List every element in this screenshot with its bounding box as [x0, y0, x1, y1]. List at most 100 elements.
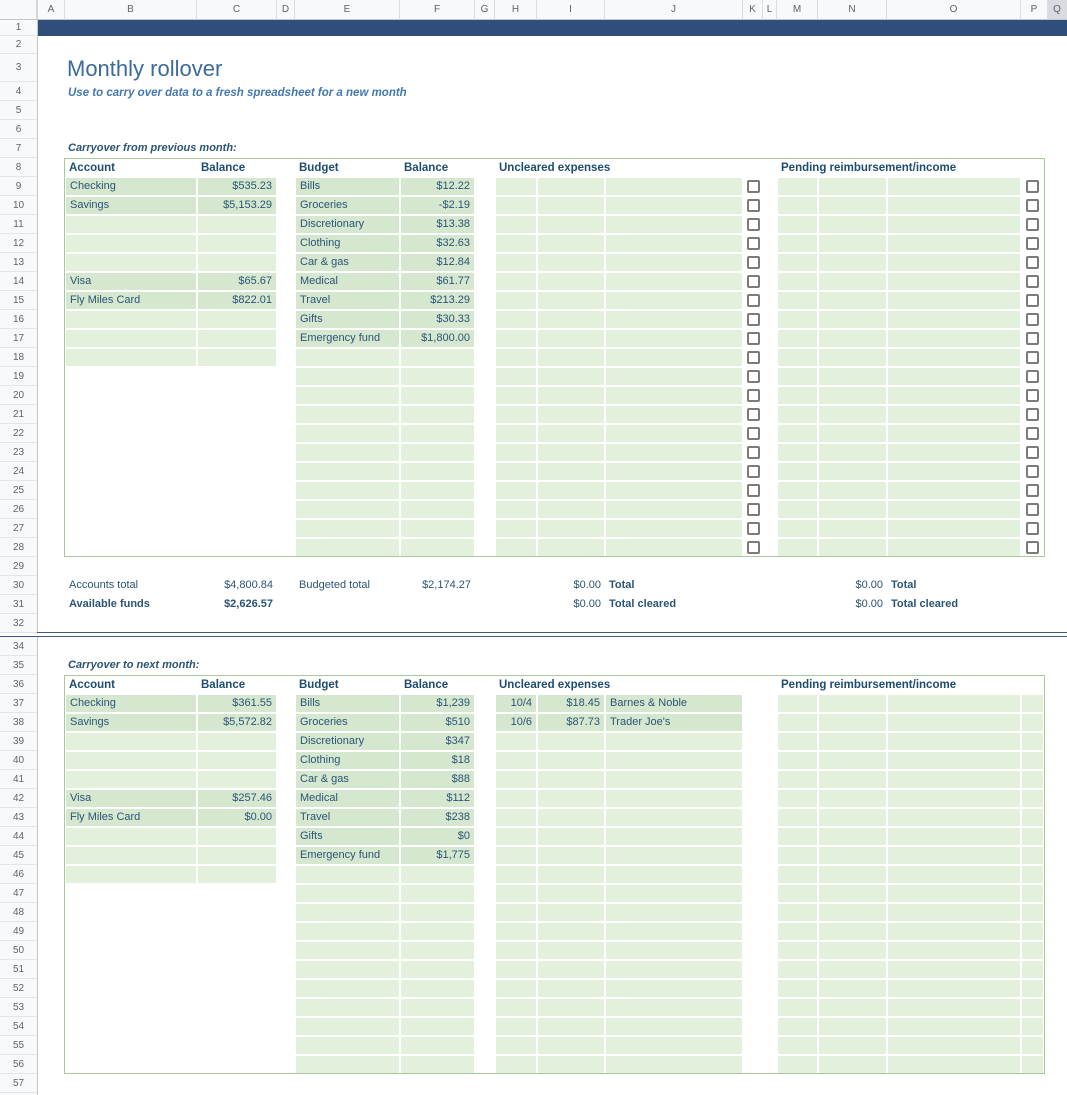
row-header-40[interactable]: 40	[0, 751, 37, 770]
cell-account[interactable]	[198, 828, 276, 845]
cell-pending[interactable]	[819, 733, 886, 750]
cell-uncleared[interactable]	[538, 444, 604, 461]
cell-budget[interactable]	[296, 1056, 399, 1073]
row1-banner-cell[interactable]	[38, 20, 1067, 36]
cell-pending[interactable]	[888, 828, 1020, 845]
cell-pending[interactable]	[778, 942, 817, 959]
cell-account[interactable]: Fly Miles Card	[66, 292, 196, 309]
cell-budget[interactable]	[296, 866, 399, 883]
cell-budget[interactable]	[401, 980, 474, 997]
column-header-N[interactable]: N	[818, 0, 887, 20]
row-header-17[interactable]: 17	[0, 329, 37, 348]
cell-account[interactable]	[198, 733, 276, 750]
row-header-1[interactable]: 1	[0, 20, 37, 36]
section1-header-pending[interactable]: Pending reimbursement/income	[781, 162, 957, 174]
cell-pending[interactable]	[819, 999, 886, 1016]
section1-label[interactable]: Carryover from previous month:	[68, 142, 237, 154]
row-header-41[interactable]: 41	[0, 770, 37, 789]
uncleared-checkbox[interactable]	[747, 541, 760, 554]
cell-uncleared[interactable]	[538, 292, 604, 309]
section2-header-pending[interactable]: Pending reimbursement/income	[781, 679, 957, 691]
cell-uncleared[interactable]	[538, 311, 604, 328]
cell-uncleared[interactable]	[606, 942, 742, 959]
cell-uncleared[interactable]	[538, 847, 604, 864]
cell-pending[interactable]	[819, 482, 886, 499]
cell-budget[interactable]	[296, 387, 399, 404]
row-header-45[interactable]: 45	[0, 846, 37, 865]
section2-header-budget[interactable]: Budget	[299, 679, 339, 691]
cell-uncleared[interactable]	[538, 771, 604, 788]
row-header-8[interactable]: 8	[0, 158, 37, 177]
cell-account[interactable]: Visa	[66, 790, 196, 807]
row-header-36[interactable]: 36	[0, 675, 37, 694]
cell-pending[interactable]	[778, 866, 817, 883]
cell-budget[interactable]: Car & gas	[296, 254, 399, 271]
cell-pending[interactable]	[888, 349, 1020, 366]
cell-pending[interactable]	[819, 387, 886, 404]
cell-account[interactable]: $822.01	[198, 292, 276, 309]
cell-uncleared[interactable]	[538, 330, 604, 347]
cell-budget[interactable]	[296, 368, 399, 385]
cell-uncleared[interactable]	[496, 828, 536, 845]
cell-pending[interactable]	[888, 1018, 1020, 1035]
cell-uncleared[interactable]: 10/6	[496, 714, 536, 731]
cell-pending[interactable]	[819, 178, 886, 195]
uncleared-checkbox[interactable]	[747, 332, 760, 345]
cell-uncleared[interactable]	[496, 482, 536, 499]
pending-checkbox[interactable]	[1026, 275, 1039, 288]
cell-pending[interactable]	[888, 752, 1020, 769]
column-header-K[interactable]: K	[743, 0, 763, 20]
cell-budget[interactable]: Gifts	[296, 311, 399, 328]
cell-uncleared[interactable]	[606, 330, 742, 347]
row-header-30[interactable]: 30	[0, 576, 37, 595]
cell-pending[interactable]	[819, 292, 886, 309]
cell-pending[interactable]	[778, 847, 817, 864]
cell-budget[interactable]: Car & gas	[296, 771, 399, 788]
cell-uncleared[interactable]	[538, 273, 604, 290]
cell-uncleared[interactable]	[606, 904, 742, 921]
cell-account[interactable]: Visa	[66, 273, 196, 290]
cell-uncleared[interactable]	[606, 790, 742, 807]
cell-uncleared[interactable]	[496, 539, 536, 556]
cell-budget[interactable]	[296, 482, 399, 499]
cell-account[interactable]	[66, 311, 196, 328]
cell-pending[interactable]	[888, 235, 1020, 252]
cell-uncleared[interactable]	[538, 942, 604, 959]
row-header-21[interactable]: 21	[0, 405, 37, 424]
cell-pending-check[interactable]	[1022, 809, 1043, 826]
cell-account[interactable]	[66, 733, 196, 750]
total-value-uncleared[interactable]: $0.00	[573, 579, 601, 591]
cell-budget[interactable]	[401, 1037, 474, 1054]
cell-uncleared[interactable]	[496, 733, 536, 750]
cell-uncleared[interactable]	[496, 885, 536, 902]
cell-uncleared[interactable]	[606, 444, 742, 461]
cell-pending[interactable]	[778, 752, 817, 769]
cell-pending[interactable]	[819, 539, 886, 556]
cell-pending-check[interactable]	[1022, 904, 1043, 921]
cell-uncleared[interactable]	[538, 178, 604, 195]
cell-uncleared[interactable]	[538, 790, 604, 807]
cell-pending[interactable]	[778, 828, 817, 845]
cell-pending[interactable]	[778, 1056, 817, 1073]
row-header-23[interactable]: 23	[0, 443, 37, 462]
cell-uncleared[interactable]	[538, 904, 604, 921]
cell-pending[interactable]	[778, 216, 817, 233]
row-header-15[interactable]: 15	[0, 291, 37, 310]
total-label-uncleared[interactable]: Total cleared	[609, 598, 677, 610]
cell-account[interactable]	[66, 349, 196, 366]
pending-checkbox[interactable]	[1026, 256, 1039, 269]
cell-pending[interactable]	[888, 501, 1020, 518]
cell-uncleared[interactable]	[496, 178, 536, 195]
row-header-9[interactable]: 9	[0, 177, 37, 196]
cell-uncleared[interactable]	[606, 885, 742, 902]
cell-uncleared[interactable]	[538, 235, 604, 252]
cell-uncleared[interactable]	[496, 999, 536, 1016]
cell-account[interactable]: $0.00	[198, 809, 276, 826]
cell-pending[interactable]	[778, 1018, 817, 1035]
pending-checkbox[interactable]	[1026, 446, 1039, 459]
cell-pending[interactable]	[778, 444, 817, 461]
cell-pending[interactable]	[819, 790, 886, 807]
cell-budget[interactable]	[401, 501, 474, 518]
row-header-25[interactable]: 25	[0, 481, 37, 500]
cell-pending[interactable]	[819, 866, 886, 883]
